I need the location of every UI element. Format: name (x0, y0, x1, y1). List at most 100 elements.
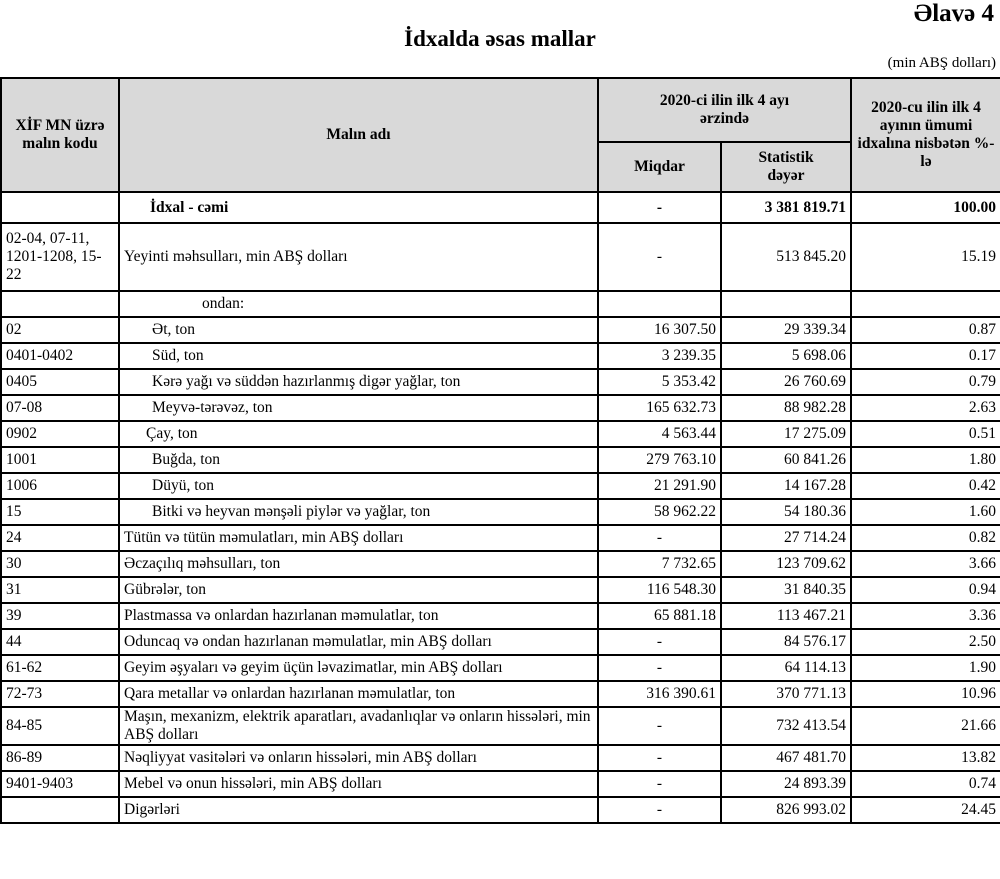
cell-value: 26 760.69 (720, 368, 852, 396)
cell-code (0, 796, 120, 824)
cell-code: 31 (0, 576, 120, 604)
cell-value: 5 698.06 (720, 342, 852, 370)
header-name: Malın adı (118, 77, 599, 193)
cell-quantity: 16 307.50 (597, 316, 722, 344)
cell-value: 17 275.09 (720, 420, 852, 448)
cell-quantity: 65 881.18 (597, 602, 722, 630)
table-row: 07-08 Meyvə-tərəvəz, ton 165 632.73 88 982.… (0, 394, 1000, 422)
cell-name: Nəqliyyat vasitələri və onların hissələr… (118, 744, 599, 772)
cell-share: 1.60 (850, 498, 1000, 526)
cell-quantity: - (597, 654, 722, 682)
cell-name: Bitki və heyvan mənşəli piylər və yağlar… (118, 498, 599, 526)
cell-code: 44 (0, 628, 120, 656)
cell-quantity: 7 732.65 (597, 550, 722, 578)
table-row: 61-62 Geyim əşyaları və geyim üçün ləvazi… (0, 654, 1000, 682)
cell-share: 0.79 (850, 368, 1000, 396)
cell-quantity: 4 563.44 (597, 420, 722, 448)
cell-name: Gübrələr, ton (118, 576, 599, 604)
cell-value: 3 381 819.71 (720, 191, 852, 224)
cell-name: Maşın, mexanizm, elektrik aparatları, av… (118, 706, 599, 746)
cell-share: 21.66 (850, 706, 1000, 746)
table-row: 02 Ət, ton 16 307.50 29 339.34 0.87 (0, 316, 1000, 344)
table-row: 84-85 Maşın, mexanizm, elektrik aparatlar… (0, 706, 1000, 746)
table-row: 1001 Buğda, ton 279 763.10 60 841.26 1.80 (0, 446, 1000, 474)
table-row: 24 Tütün və tütün məmulatları, min ABŞ do… (0, 524, 1000, 552)
cell-value: 14 167.28 (720, 472, 852, 500)
cell-share: 100.00 (850, 191, 1000, 224)
cell-name: Qara metallar və onlardan hazırlanan məm… (118, 680, 599, 708)
cell-quantity: 21 291.90 (597, 472, 722, 500)
cell-share: 10.96 (850, 680, 1000, 708)
cell-value: 64 114.13 (720, 654, 852, 682)
cell-code: 24 (0, 524, 120, 552)
cell-quantity: - (597, 628, 722, 656)
cell-value: 467 481.70 (720, 744, 852, 772)
cell-value: 54 180.36 (720, 498, 852, 526)
cell-value: 31 840.35 (720, 576, 852, 604)
cell-name: Mebel və onun hissələri, min ABŞ dolları (118, 770, 599, 798)
cell-share: 0.94 (850, 576, 1000, 604)
cell-name: Düyü, ton (118, 472, 599, 500)
cell-name: Digərləri (118, 796, 599, 824)
table-row: 72-73 Qara metallar və onlardan hazırlana… (0, 680, 1000, 708)
cell-code: 39 (0, 602, 120, 630)
cell-name: Tütün və tütün məmulatları, min ABŞ doll… (118, 524, 599, 552)
cell-name: Kərə yağı və süddən hazırlanmış digər ya… (118, 368, 599, 396)
cell-code: 30 (0, 550, 120, 578)
cell-quantity: 3 239.35 (597, 342, 722, 370)
cell-value: 27 714.24 (720, 524, 852, 552)
cell-quantity: - (597, 796, 722, 824)
cell-code: 02 (0, 316, 120, 344)
table-row: Digərləri -826 993.02 24.45 (0, 796, 1000, 824)
cell-share: 0.42 (850, 472, 1000, 500)
cell-name: Buğda, ton (118, 446, 599, 474)
cell-share: 0.74 (850, 770, 1000, 798)
table-row: 9401-9403 Mebel və onun hissələri, min AB… (0, 770, 1000, 798)
cell-quantity: - (597, 744, 722, 772)
cell-quantity: 165 632.73 (597, 394, 722, 422)
header-share: 2020-cu ilin ilk 4 ayının ümumi idxalına… (850, 77, 1000, 193)
cell-quantity: 116 548.30 (597, 576, 722, 604)
imports-table: XİF MN üzrə malın kodu Malın adı 2020-ci… (0, 77, 1000, 824)
cell-name: Ət, ton (118, 316, 599, 344)
table-row: 0902 Çay, ton 4 563.44 17 275.09 0.51 (0, 420, 1000, 448)
cell-value: 113 467.21 (720, 602, 852, 630)
cell-code: 02-04, 07-11, 1201-1208, 15-22 (0, 222, 120, 292)
table-row: 44 Oduncaq və ondan hazırlanan məmulatlar… (0, 628, 1000, 656)
cell-code: 0401-0402 (0, 342, 120, 370)
cell-quantity: - (597, 770, 722, 798)
cell-value: 24 893.39 (720, 770, 852, 798)
cell-name: Yeyinti məhsulları, min ABŞ dolları (118, 222, 599, 292)
table-row: 30 Əczaçılıq məhsulları, ton 7 732.65 123 7… (0, 550, 1000, 578)
cell-quantity: 5 353.42 (597, 368, 722, 396)
cell-value: 732 413.54 (720, 706, 852, 746)
page-title: İdxalda əsas mallar (404, 26, 596, 51)
cell-share: 1.80 (850, 446, 1000, 474)
ondan-label: ondan: (118, 290, 599, 318)
cell-name: İdxal - cəmi (118, 191, 599, 224)
cell-quantity: - (597, 191, 722, 224)
cell-value: 29 339.34 (720, 316, 852, 344)
table-row: 0405 Kərə yağı və süddən hazırlanmış digə… (0, 368, 1000, 396)
cell-name: Əczaçılıq məhsulları, ton (118, 550, 599, 578)
cell-name: Meyvə-tərəvəz, ton (118, 394, 599, 422)
header-code: XİF MN üzrə malın kodu (0, 77, 120, 193)
cell-value: 88 982.28 (720, 394, 852, 422)
cell-value: 84 576.17 (720, 628, 852, 656)
cell-code: 0405 (0, 368, 120, 396)
appendix-label: Əlavə 4 (913, 0, 994, 27)
cell-name: Süd, ton (118, 342, 599, 370)
cell-code: 07-08 (0, 394, 120, 422)
cell-code: 61-62 (0, 654, 120, 682)
cell-code: 1001 (0, 446, 120, 474)
cell-name: Oduncaq və ondan hazırlanan məmulatlar, … (118, 628, 599, 656)
cell-code: 84-85 (0, 706, 120, 746)
header-quantity: Miqdar (597, 141, 722, 193)
cell-share: 0.51 (850, 420, 1000, 448)
cell-code: 9401-9403 (0, 770, 120, 798)
table-row: 86-89 Nəqliyyat vasitələri və onların his… (0, 744, 1000, 772)
table-row: 0401-0402 Süd, ton 3 239.35 5 698.06 0.17 (0, 342, 1000, 370)
table-row: 31 Gübrələr, ton 116 548.30 31 840.35 0.94 (0, 576, 1000, 604)
cell-share: 2.50 (850, 628, 1000, 656)
cell-quantity: - (597, 222, 722, 292)
